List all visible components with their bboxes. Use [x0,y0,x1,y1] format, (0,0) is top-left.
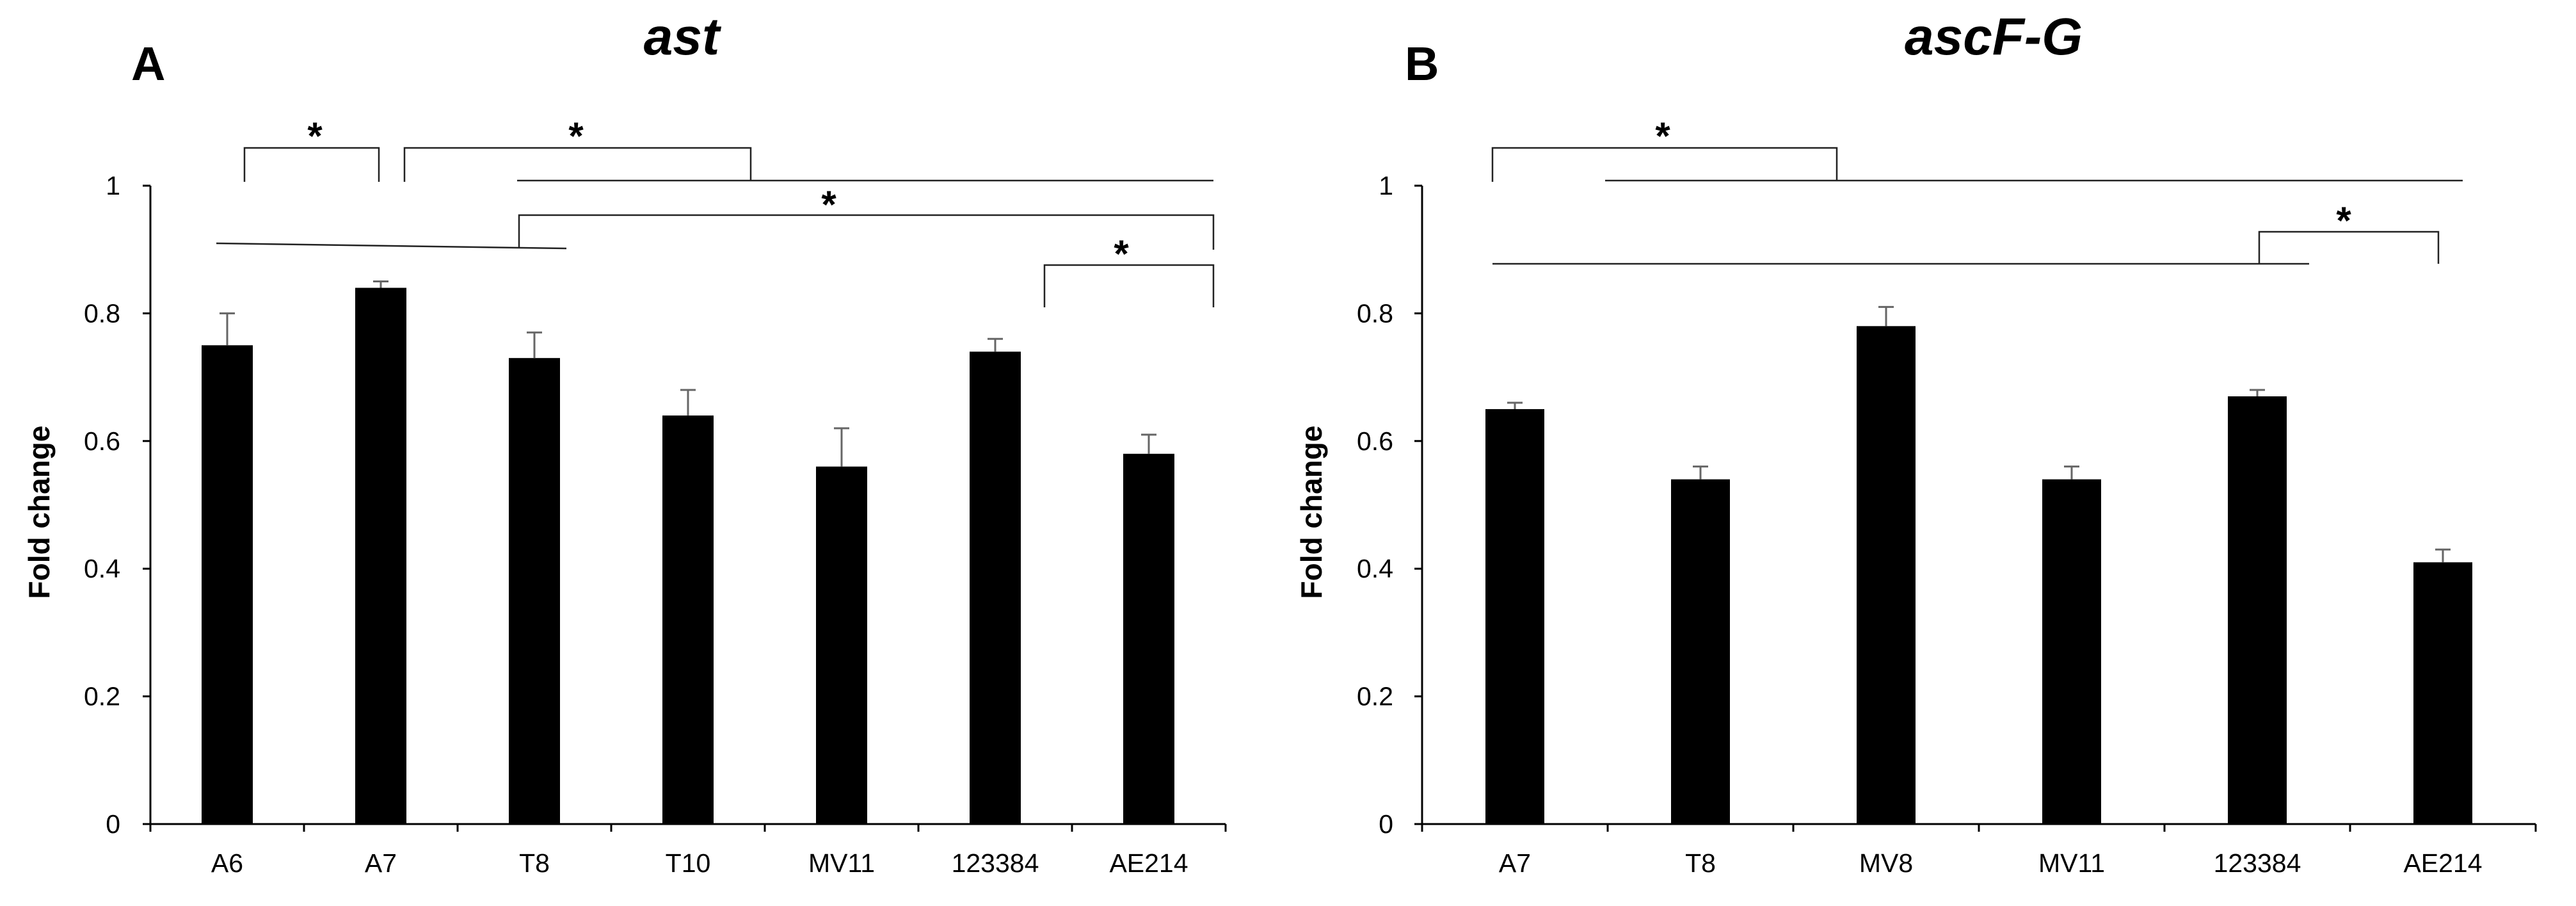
panel-b-x-tick-label-t8: T8 [1685,848,1716,878]
panel-a-y-tick-label: 0.2 [84,682,120,711]
panel-a-significance-brackets: * * * * [216,115,1215,307]
panel-a-y-tick-label: 0.4 [84,554,120,583]
panel-a-y-tick-label: 0 [106,809,120,839]
panel-b-bracket-a7-mv8 [1491,147,1838,182]
panel-a-x-tick-label-ae214: AE214 [1109,848,1188,878]
panel-a-error-bar-123384 [988,337,1003,352]
panel-a-bar-mv11 [816,466,867,824]
panel-b-error-bar-mv8 [1878,305,1894,327]
panel-a-star-a7-t8: * [568,115,584,158]
panel-b-bar-a7 [1485,409,1544,824]
panel-a-bar-ae214 [1123,453,1174,824]
panel-a-bracket-a7-t8 [403,147,752,182]
panel-b-y-ticks: 0 0.2 0.4 0.6 0.8 1 [1357,171,1422,839]
panel-a-bars [202,280,1174,824]
panel-a: A ast Fold change 0 0.2 0.4 0.6 0.8 1 * * * *… [22,8,1227,878]
panel-a-star-t8-ae214: * [821,183,836,226]
panel-a-error-bar-a7 [373,280,388,288]
panel-b-bar-mv11 [2042,479,2101,824]
panel-a-error-bar-a6 [220,312,235,346]
panel-a-x-tick-label-mv11: MV11 [808,848,875,878]
panel-b-y-tick-label: 0.4 [1357,554,1393,583]
panel-a-y-tick-label: 0.8 [84,298,120,328]
panel-b-bars [1485,305,2472,825]
panel-a-y-ticks: 0 0.2 0.4 0.6 0.8 1 [84,171,150,839]
panel-b-bracket-123384-ae214 [2258,231,2440,264]
panel-b-x-tick-label-ae214: AE214 [2403,848,2482,878]
panel-a-error-bar-t10 [680,389,696,416]
panel-a-x-tick-label-123384: 123384 [952,848,1039,878]
panel-b: B ascF-G Fold change 0 0.2 0.4 0.6 0.8 1 * * … [1295,8,2537,878]
panel-a-x-tick-label-t10: T10 [666,848,711,878]
panel-b-y-tick-label: 0 [1379,809,1393,839]
panel-a-bracket-a6-a7 [243,147,380,182]
panel-b-y-tick-label: 0.6 [1357,426,1393,456]
panel-b-x-tick-label-a7: A7 [1499,848,1531,878]
panel-a-error-bar-mv11 [834,427,849,467]
panel-b-significance-brackets: * * [1491,115,2463,265]
panel-b-star-a7-mv8: * [1655,115,1670,158]
panel-b-error-bar-t8 [1693,465,1708,480]
panel-a-line-a6-t8 [216,242,567,250]
panel-b-error-bar-mv11 [2064,465,2079,480]
panel-a-y-tick-label: 1 [106,171,120,200]
panel-b-bar-t8 [1671,479,1730,824]
panel-a-bar-t8 [509,358,560,824]
panel-b-x-tick-label-mv11: MV11 [2038,848,2105,878]
panel-a-bar-123384 [970,352,1021,824]
panel-a-star-123384-ae214: * [1114,232,1129,275]
panel-a-error-bar-t8 [527,331,542,359]
panel-b-error-bar-123384 [2250,389,2265,397]
panel-b-error-bar-a7 [1507,401,1523,409]
panel-b-title: ascF-G [1905,8,2083,66]
panel-a-x-tick-label-a6: A6 [211,848,243,878]
panel-a-star-a6-a7: * [307,115,323,158]
panel-b-letter: B [1405,37,1439,90]
panel-a-bracket-123384-ae214 [1043,264,1215,307]
panel-a-bar-a6 [202,345,253,824]
panel-a-y-tick-label: 0.6 [84,426,120,456]
panel-a-y-axis-label: Fold change [22,426,56,599]
panel-a-letter: A [131,37,165,90]
panel-b-bar-mv8 [1857,326,1916,825]
panel-a-bar-a7 [355,287,406,824]
panel-b-bar-ae214 [2413,562,2472,824]
panel-a-x-tick-label-a7: A7 [365,848,397,878]
panel-a-title: ast [644,8,722,66]
panel-a-bracket-t8-ae214 [518,214,1215,250]
panel-b-y-tick-label: 0.8 [1357,298,1393,328]
panel-b-error-bar-ae214 [2435,548,2451,563]
panel-b-y-tick-label: 1 [1379,171,1393,200]
panel-b-x-ticks: A7 T8 MV8 MV11 123384 AE214 [1421,824,2537,878]
panel-b-star-123384-ae214: * [2336,199,2351,242]
panel-a-error-bar-ae214 [1141,433,1156,454]
panel-b-y-tick-label: 0.2 [1357,682,1393,711]
panel-b-y-axis-label: Fold change [1295,426,1328,599]
panel-b-x-tick-label-mv8: MV8 [1859,848,1913,878]
panel-a-x-ticks: A6 A7 T8 T10 MV11 123384 AE214 [149,824,1227,878]
panel-a-x-tick-label-t8: T8 [519,848,550,878]
panel-b-x-tick-label-123384: 123384 [2214,848,2301,878]
panel-a-bar-t10 [662,415,714,824]
panel-b-bar-123384 [2228,396,2287,824]
